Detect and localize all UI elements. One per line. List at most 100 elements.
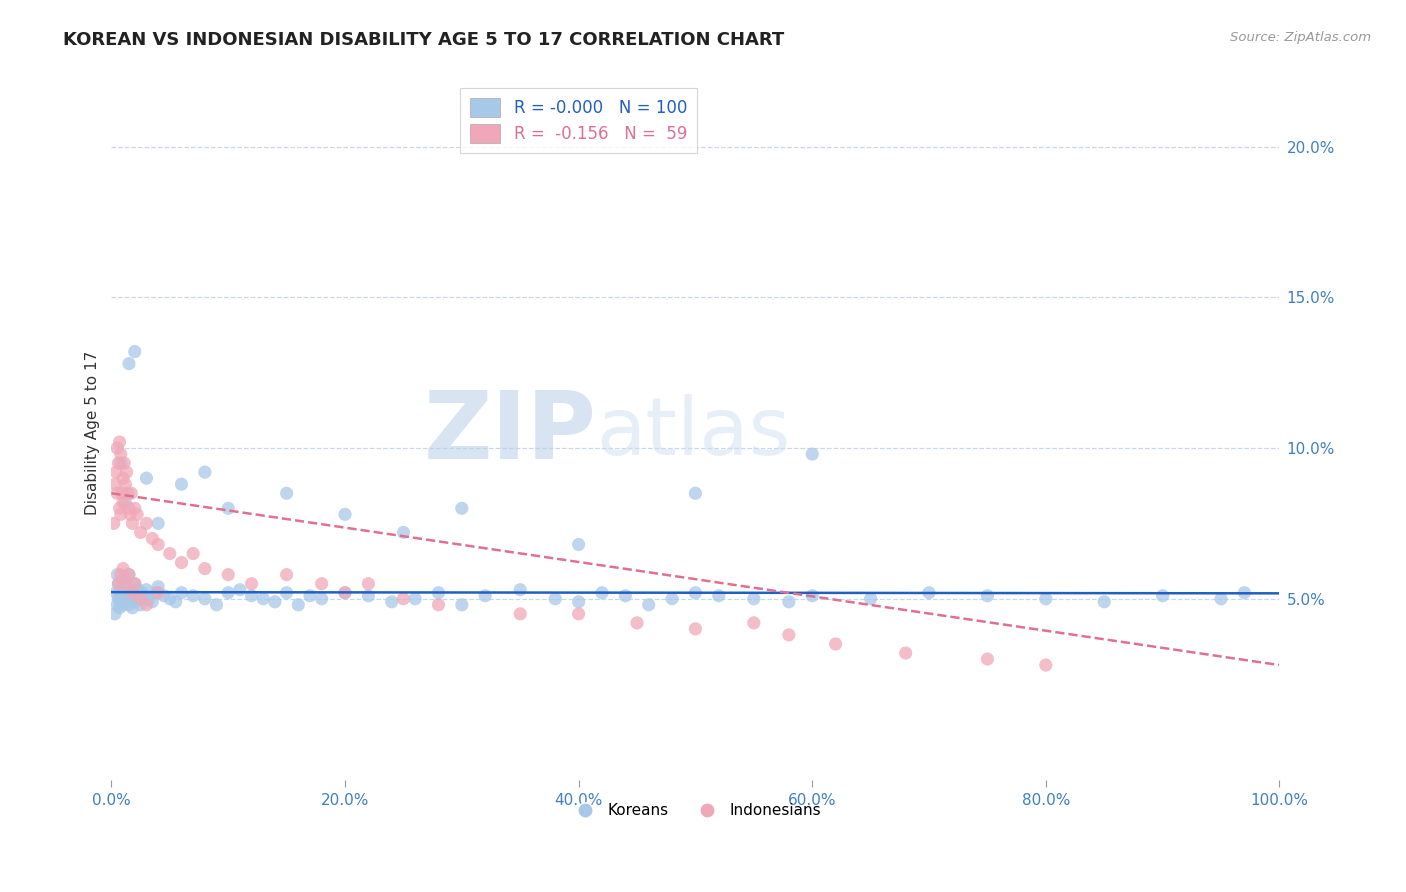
Point: [135, 582, 157, 597]
Point: [287, 598, 309, 612]
Point: [778, 628, 800, 642]
Point: [110, 456, 132, 470]
Point: [110, 567, 132, 582]
Point: [114, 477, 136, 491]
Point: [112, 591, 135, 606]
Point: [134, 589, 156, 603]
Text: atlas: atlas: [596, 394, 790, 472]
Point: [115, 580, 138, 594]
Point: [707, 589, 730, 603]
Point: [112, 571, 135, 585]
Point: [145, 585, 167, 599]
Point: [146, 580, 169, 594]
Point: [333, 585, 356, 599]
Point: [110, 595, 132, 609]
Point: [108, 501, 131, 516]
Point: [1233, 585, 1256, 599]
Point: [104, 607, 127, 621]
Point: [637, 598, 659, 612]
Point: [129, 525, 152, 540]
Point: [127, 589, 149, 603]
Point: [333, 585, 356, 599]
Point: [778, 595, 800, 609]
Point: [117, 585, 139, 599]
Point: [111, 486, 134, 500]
Point: [121, 585, 143, 599]
Point: [357, 576, 380, 591]
Point: [311, 591, 333, 606]
Point: [252, 591, 274, 606]
Point: [170, 477, 193, 491]
Point: [427, 598, 450, 612]
Point: [115, 465, 138, 479]
Point: [112, 598, 135, 612]
Point: [742, 615, 765, 630]
Point: [129, 591, 152, 606]
Point: [110, 508, 132, 522]
Point: [591, 585, 613, 599]
Point: [107, 576, 129, 591]
Point: [229, 582, 252, 597]
Point: [111, 589, 134, 603]
Point: [333, 508, 356, 522]
Point: [118, 567, 141, 582]
Text: ZIP: ZIP: [423, 387, 596, 479]
Point: [240, 576, 263, 591]
Point: [117, 486, 139, 500]
Point: [450, 501, 472, 516]
Point: [450, 598, 472, 612]
Point: [131, 585, 153, 599]
Point: [1152, 589, 1174, 603]
Point: [115, 591, 138, 606]
Point: [114, 595, 136, 609]
Point: [357, 589, 380, 603]
Point: [105, 486, 128, 500]
Point: [138, 591, 160, 606]
Point: [105, 441, 128, 455]
Point: [103, 516, 125, 531]
Point: [108, 600, 131, 615]
Point: [146, 585, 169, 599]
Point: [120, 589, 142, 603]
Point: [205, 598, 228, 612]
Point: [121, 516, 143, 531]
Point: [112, 495, 135, 509]
Point: [568, 607, 591, 621]
Point: [181, 589, 204, 603]
Point: [105, 598, 128, 612]
Point: [128, 591, 150, 606]
Text: Source: ZipAtlas.com: Source: ZipAtlas.com: [1230, 31, 1371, 45]
Point: [685, 622, 707, 636]
Point: [427, 585, 450, 599]
Point: [381, 595, 404, 609]
Point: [894, 646, 917, 660]
Point: [276, 585, 298, 599]
Point: [509, 582, 531, 597]
Point: [392, 525, 415, 540]
Point: [104, 477, 127, 491]
Point: [124, 576, 146, 591]
Point: [141, 595, 163, 609]
Point: [112, 561, 135, 575]
Point: [614, 589, 637, 603]
Point: [194, 465, 217, 479]
Point: [105, 567, 128, 582]
Point: [107, 576, 129, 591]
Point: [124, 595, 146, 609]
Point: [141, 532, 163, 546]
Point: [146, 537, 169, 551]
Point: [474, 589, 496, 603]
Point: [1209, 591, 1232, 606]
Point: [135, 471, 157, 485]
Point: [217, 501, 239, 516]
Point: [568, 537, 591, 551]
Point: [170, 585, 193, 599]
Point: [153, 589, 176, 603]
Point: [112, 582, 135, 597]
Point: [121, 591, 143, 606]
Point: [118, 357, 141, 371]
Point: [1035, 591, 1057, 606]
Point: [276, 486, 298, 500]
Point: [194, 591, 217, 606]
Point: [159, 547, 181, 561]
